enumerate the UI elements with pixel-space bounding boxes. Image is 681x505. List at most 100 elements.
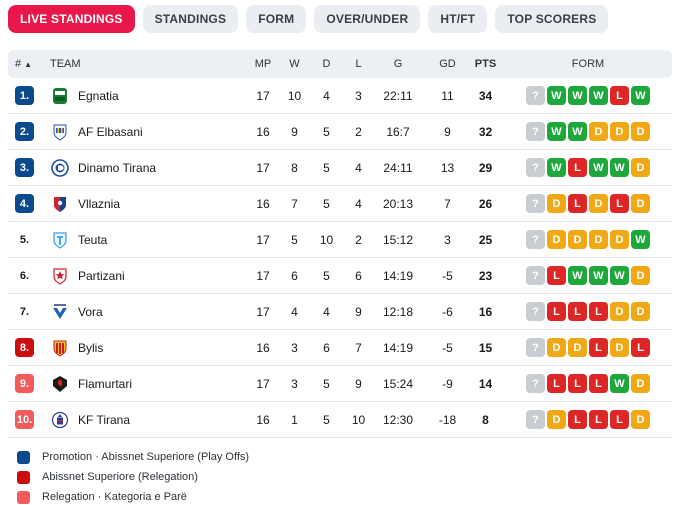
form-result-badge[interactable]: W bbox=[547, 158, 566, 177]
form-result-badge[interactable]: D bbox=[610, 338, 629, 357]
team-cell[interactable]: Partizani bbox=[50, 267, 248, 285]
team-name[interactable]: Teuta bbox=[78, 232, 108, 247]
form-result-badge[interactable]: D bbox=[547, 410, 566, 429]
tab-over-under[interactable]: OVER/UNDER bbox=[314, 5, 421, 33]
sort-asc-icon[interactable]: ▲ bbox=[24, 59, 33, 69]
table-row[interactable]: 8. Bylis 16 3 6 7 14:19 -5 15 ? D D L D L bbox=[8, 330, 672, 366]
form-upcoming-badge[interactable]: ? bbox=[526, 266, 545, 285]
team-cell[interactable]: Vllaznia bbox=[50, 195, 248, 213]
mp-header[interactable]: MP bbox=[254, 58, 272, 70]
team-name[interactable]: KF Tirana bbox=[78, 412, 131, 427]
table-row[interactable]: 3. Dinamo Tirana 17 8 5 4 24:11 13 29 ? W… bbox=[8, 150, 672, 186]
form-result-badge[interactable]: D bbox=[568, 230, 587, 249]
form-result-badge[interactable]: D bbox=[631, 410, 650, 429]
team-cell[interactable]: Dinamo Tirana bbox=[50, 158, 248, 177]
form-result-badge[interactable]: D bbox=[589, 230, 608, 249]
form-result-badge[interactable]: L bbox=[610, 410, 629, 429]
form-result-badge[interactable]: L bbox=[568, 302, 587, 321]
form-result-badge[interactable]: W bbox=[610, 158, 629, 177]
form-result-badge[interactable]: L bbox=[589, 338, 608, 357]
form-upcoming-badge[interactable]: ? bbox=[526, 86, 545, 105]
form-result-badge[interactable]: D bbox=[631, 194, 650, 213]
form-result-badge[interactable]: D bbox=[631, 374, 650, 393]
form-result-badge[interactable]: L bbox=[568, 410, 587, 429]
form-result-badge[interactable]: W bbox=[589, 86, 608, 105]
form-result-badge[interactable]: D bbox=[568, 338, 587, 357]
team-cell[interactable]: Vora bbox=[50, 303, 248, 321]
table-row[interactable]: 9. Flamurtari 17 3 5 9 15:24 -9 14 ? L L L W… bbox=[8, 366, 672, 402]
form-result-badge[interactable]: W bbox=[631, 230, 650, 249]
form-result-badge[interactable]: D bbox=[610, 122, 629, 141]
form-result-badge[interactable]: W bbox=[589, 158, 608, 177]
form-result-badge[interactable]: L bbox=[589, 410, 608, 429]
form-result-badge[interactable]: D bbox=[589, 194, 608, 213]
points-header[interactable]: PTS bbox=[474, 58, 497, 70]
team-cell[interactable]: Flamurtari bbox=[50, 375, 248, 393]
form-result-badge[interactable]: W bbox=[568, 86, 587, 105]
team-name[interactable]: Partizani bbox=[78, 268, 125, 283]
table-row[interactable]: 1. Egnatia 17 10 4 3 22:11 11 34 ? W W W L W bbox=[8, 78, 672, 114]
form-result-badge[interactable]: W bbox=[610, 266, 629, 285]
form-result-badge[interactable]: L bbox=[631, 338, 650, 357]
team-name[interactable]: Flamurtari bbox=[78, 376, 133, 391]
team-name[interactable]: AF Elbasani bbox=[78, 124, 143, 139]
draws-header[interactable]: D bbox=[322, 58, 331, 70]
form-result-badge[interactable]: D bbox=[631, 122, 650, 141]
team-header[interactable]: TEAM bbox=[50, 58, 81, 70]
table-row[interactable]: 7. Vora 17 4 4 9 12:18 -6 16 ? L L L D D bbox=[8, 294, 672, 330]
form-result-badge[interactable]: W bbox=[547, 122, 566, 141]
tab-standings[interactable]: STANDINGS bbox=[142, 5, 239, 33]
table-row[interactable]: 5. Teuta 17 5 10 2 15:12 3 25 ? D D D D W bbox=[8, 222, 672, 258]
form-result-badge[interactable]: W bbox=[610, 374, 629, 393]
form-result-badge[interactable]: D bbox=[589, 122, 608, 141]
form-result-badge[interactable]: L bbox=[547, 302, 566, 321]
tab-live-standings[interactable]: LIVE STANDINGS bbox=[8, 5, 135, 33]
form-result-badge[interactable]: W bbox=[547, 86, 566, 105]
form-upcoming-badge[interactable]: ? bbox=[526, 194, 545, 213]
form-result-badge[interactable]: W bbox=[589, 266, 608, 285]
form-result-badge[interactable]: D bbox=[610, 302, 629, 321]
losses-header[interactable]: L bbox=[355, 58, 362, 70]
table-row[interactable]: 4. Vllaznia 16 7 5 4 20:13 7 26 ? D L D L D bbox=[8, 186, 672, 222]
form-result-badge[interactable]: L bbox=[568, 374, 587, 393]
form-upcoming-badge[interactable]: ? bbox=[526, 302, 545, 321]
form-result-badge[interactable]: L bbox=[568, 194, 587, 213]
goals-header[interactable]: G bbox=[393, 58, 403, 70]
table-row[interactable]: 2. AF Elbasani 16 9 5 2 16:7 9 32 ? W W D D D bbox=[8, 114, 672, 150]
form-upcoming-badge[interactable]: ? bbox=[526, 230, 545, 249]
table-row[interactable]: 6. Partizani 17 6 5 6 14:19 -5 23 ? L W W W D bbox=[8, 258, 672, 294]
team-cell[interactable]: KF Tirana bbox=[50, 411, 248, 429]
team-cell[interactable]: Bylis bbox=[50, 339, 248, 357]
team-name[interactable]: Vllaznia bbox=[78, 196, 121, 211]
form-result-badge[interactable]: D bbox=[631, 266, 650, 285]
form-upcoming-badge[interactable]: ? bbox=[526, 122, 545, 141]
team-cell[interactable]: Egnatia bbox=[50, 87, 248, 105]
form-upcoming-badge[interactable]: ? bbox=[526, 158, 545, 177]
form-result-badge[interactable]: D bbox=[547, 230, 566, 249]
form-result-badge[interactable]: L bbox=[610, 194, 629, 213]
goal-diff-header[interactable]: GD bbox=[439, 58, 456, 70]
form-upcoming-badge[interactable]: ? bbox=[526, 410, 545, 429]
table-row[interactable]: 10. KF Tirana 16 1 5 10 12:30 -18 8 ? D L L… bbox=[8, 402, 672, 438]
team-cell[interactable]: Teuta bbox=[50, 231, 248, 249]
form-result-badge[interactable]: D bbox=[547, 194, 566, 213]
form-result-badge[interactable]: L bbox=[568, 158, 587, 177]
team-name[interactable]: Bylis bbox=[78, 340, 104, 355]
form-result-badge[interactable]: W bbox=[631, 86, 650, 105]
tab-ht-ft[interactable]: HT/FT bbox=[428, 5, 488, 33]
team-name[interactable]: Egnatia bbox=[78, 88, 119, 103]
form-result-badge[interactable]: L bbox=[589, 302, 608, 321]
form-upcoming-badge[interactable]: ? bbox=[526, 338, 545, 357]
form-result-badge[interactable]: D bbox=[610, 230, 629, 249]
wins-header[interactable]: W bbox=[289, 58, 300, 70]
tab-form[interactable]: FORM bbox=[246, 5, 307, 33]
form-upcoming-badge[interactable]: ? bbox=[526, 374, 545, 393]
team-name[interactable]: Vora bbox=[78, 304, 103, 319]
form-result-badge[interactable]: L bbox=[610, 86, 629, 105]
form-result-badge[interactable]: L bbox=[547, 266, 566, 285]
form-result-badge[interactable]: D bbox=[631, 158, 650, 177]
form-result-badge[interactable]: D bbox=[547, 338, 566, 357]
form-result-badge[interactable]: L bbox=[547, 374, 566, 393]
form-result-badge[interactable]: L bbox=[589, 374, 608, 393]
form-result-badge[interactable]: W bbox=[568, 122, 587, 141]
